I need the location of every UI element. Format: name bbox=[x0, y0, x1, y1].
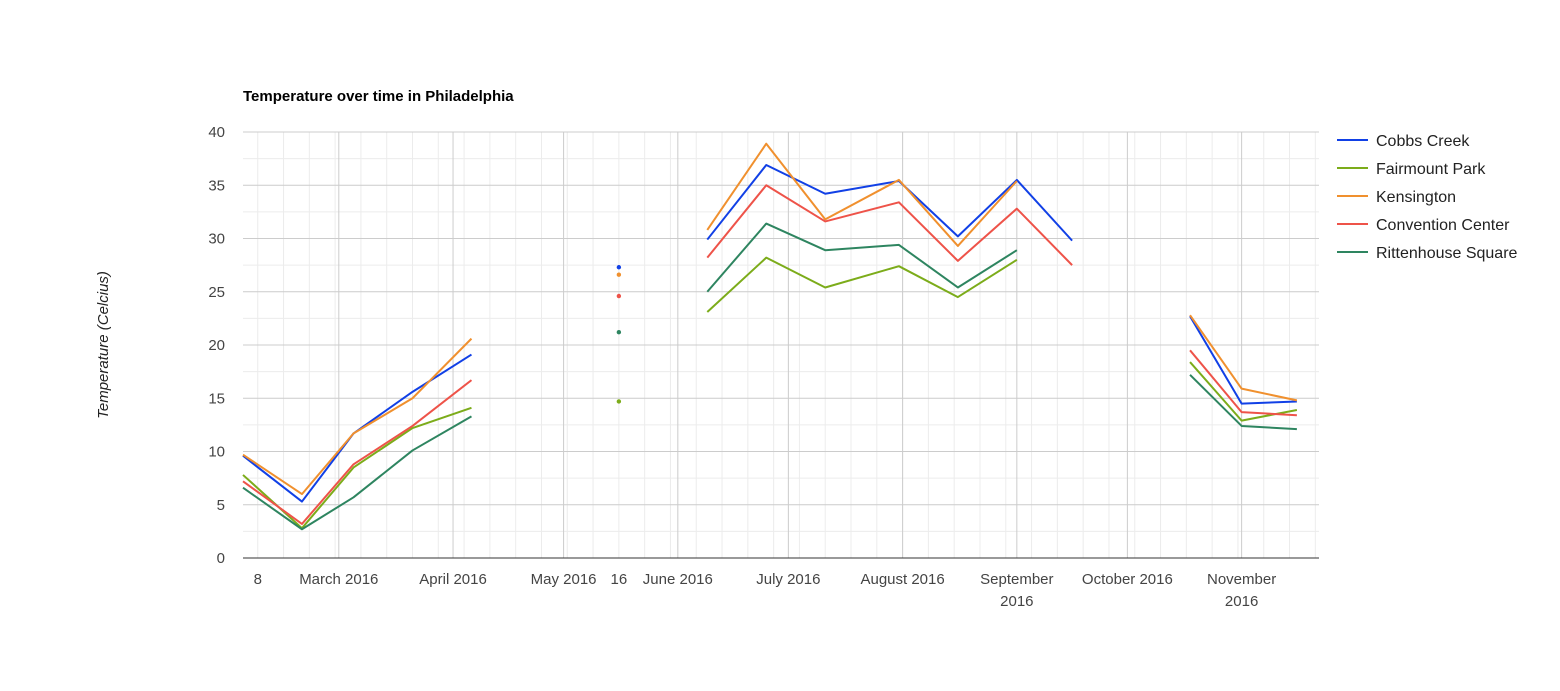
major-gridlines bbox=[243, 131, 1319, 558]
x-tick-label: September 2016 bbox=[980, 571, 1053, 610]
x-tick-label: 8 bbox=[254, 571, 262, 588]
x-tick-label: July 2016 bbox=[756, 571, 820, 588]
series-point bbox=[616, 399, 622, 404]
series-line-segment bbox=[1189, 349, 1297, 417]
legend-item[interactable]: Fairmount Park bbox=[1337, 161, 1486, 178]
legend-label: Cobbs Creek bbox=[1376, 133, 1470, 150]
legend-item[interactable]: Rittenhouse Square bbox=[1337, 245, 1518, 262]
series-point bbox=[616, 330, 622, 335]
chart-title: Temperature over time in Philadelphia bbox=[243, 88, 514, 105]
legend-item[interactable]: Kensington bbox=[1337, 189, 1456, 206]
y-axis-label: Temperature (Celcius) bbox=[95, 271, 112, 419]
series-point bbox=[616, 272, 622, 277]
series-fairmount-park bbox=[242, 256, 1298, 530]
series-line-segment bbox=[242, 415, 472, 531]
series-line-segment bbox=[706, 256, 1018, 313]
series-line-segment bbox=[1189, 314, 1298, 402]
legend-item[interactable]: Convention Center bbox=[1337, 217, 1510, 234]
y-tick-label: 15 bbox=[208, 390, 225, 407]
series-point bbox=[616, 265, 622, 270]
x-tick-label: 16 bbox=[611, 571, 628, 588]
x-tick-label: April 2016 bbox=[419, 571, 487, 588]
legend-label: Fairmount Park bbox=[1376, 161, 1486, 178]
series-kensington bbox=[242, 142, 1298, 496]
x-tick-label: May 2016 bbox=[531, 571, 597, 588]
x-tick-label: March 2016 bbox=[299, 571, 378, 588]
x-tick-labels: 8 March 2016 April 2016 May 2016 16 June 2016… bbox=[254, 571, 1277, 610]
legend: Cobbs Creek Fairmount Park Kensington Conve… bbox=[1337, 133, 1518, 262]
y-tick-label: 5 bbox=[217, 497, 225, 514]
y-tick-label: 25 bbox=[208, 284, 225, 301]
series-line-segment bbox=[706, 142, 1018, 247]
x-tick-label: November 2016 bbox=[1207, 571, 1276, 610]
y-tick-labels: 0 5 10 15 20 25 30 35 40 bbox=[208, 124, 225, 567]
series-line-segment bbox=[242, 379, 473, 525]
y-tick-label: 40 bbox=[208, 124, 225, 141]
y-tick-label: 10 bbox=[208, 444, 225, 461]
series-lines bbox=[242, 142, 1298, 531]
series-point bbox=[616, 293, 622, 299]
series-line-segment bbox=[242, 337, 473, 496]
series-line-segment bbox=[1189, 315, 1297, 405]
series-rittenhouse-square bbox=[242, 222, 1297, 531]
x-tick-label: June 2016 bbox=[643, 571, 713, 588]
series-convention-center bbox=[242, 184, 1297, 525]
legend-label: Kensington bbox=[1376, 189, 1456, 206]
legend-label: Rittenhouse Square bbox=[1376, 245, 1518, 262]
y-tick-label: 0 bbox=[217, 550, 225, 567]
y-tick-label: 35 bbox=[208, 177, 225, 194]
x-tick-label: October 2016 bbox=[1082, 571, 1173, 588]
series-line-segment bbox=[242, 353, 473, 503]
y-tick-label: 30 bbox=[208, 231, 225, 248]
y-tick-label: 20 bbox=[208, 337, 225, 354]
series-line-segment bbox=[706, 184, 1073, 266]
legend-item[interactable]: Cobbs Creek bbox=[1337, 133, 1470, 150]
series-line-segment bbox=[1189, 374, 1297, 431]
legend-label: Convention Center bbox=[1376, 217, 1510, 234]
series-line-segment bbox=[706, 222, 1018, 293]
x-tick-label: August 2016 bbox=[860, 571, 944, 588]
series-line-segment bbox=[242, 406, 472, 530]
